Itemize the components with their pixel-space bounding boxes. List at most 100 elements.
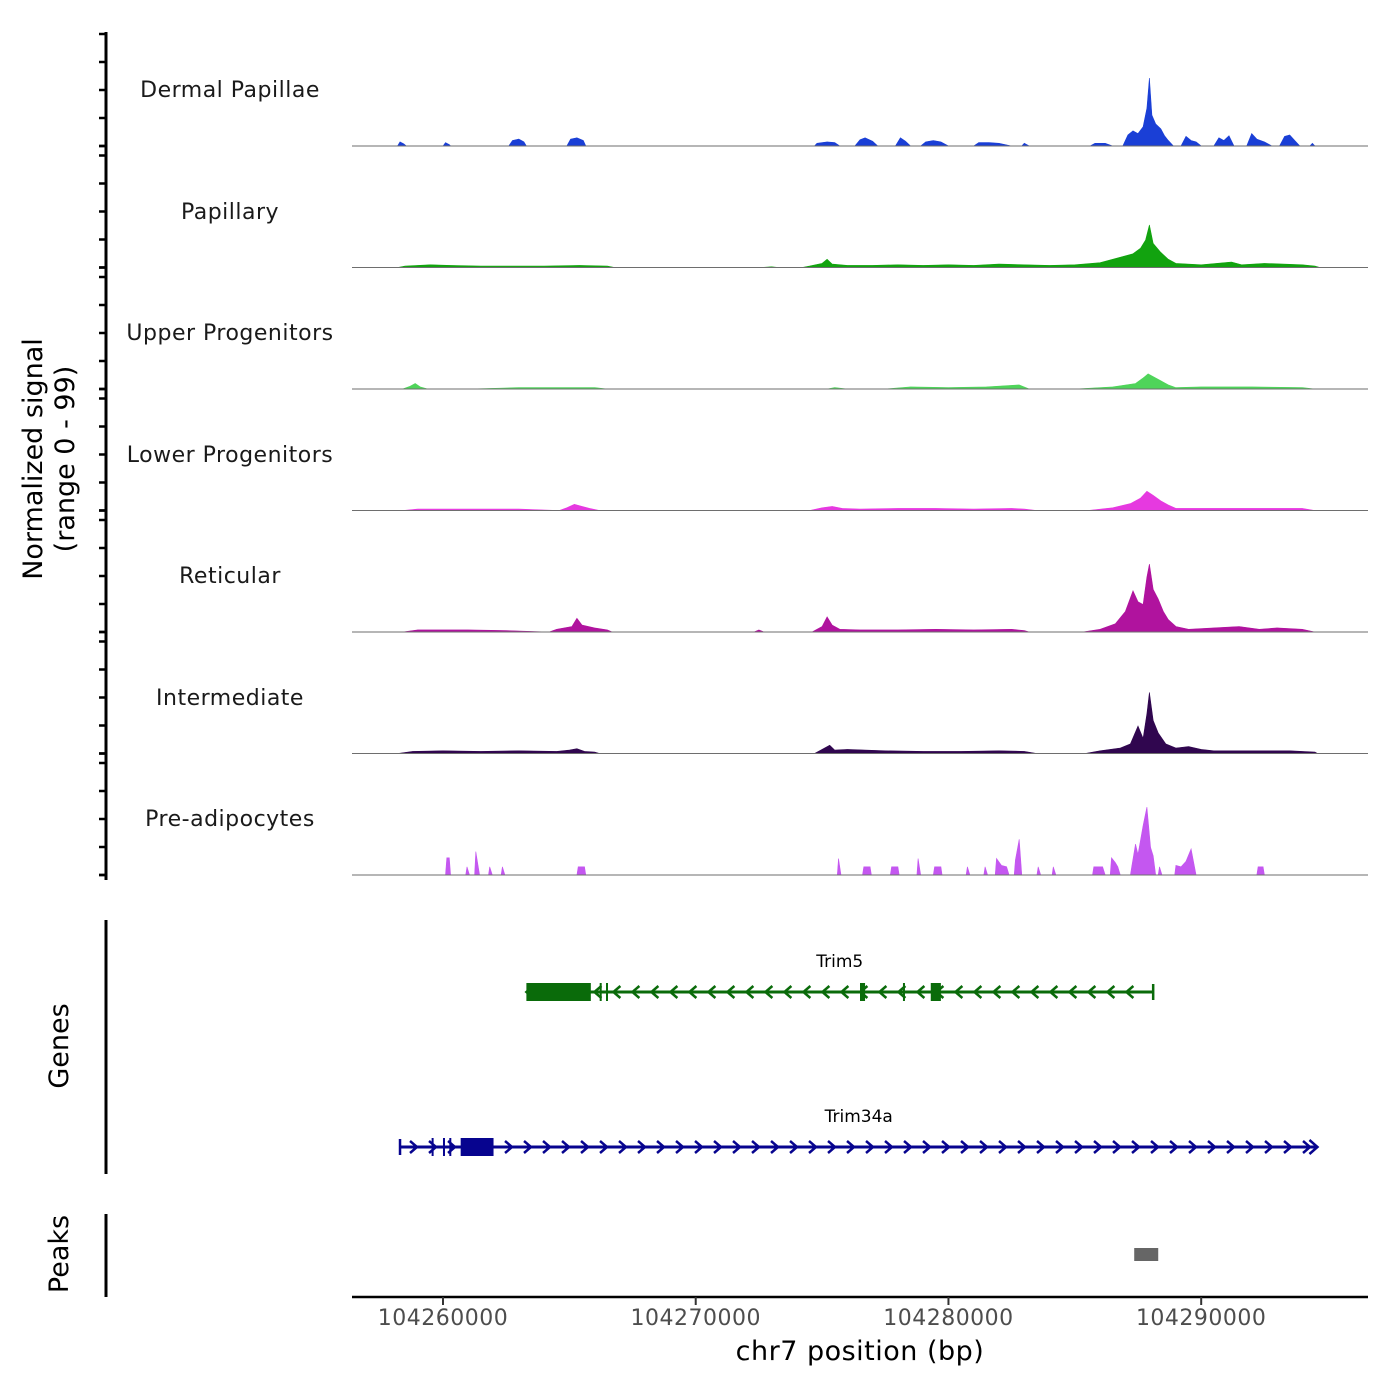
strand-chevron [1112, 1140, 1122, 1154]
strand-chevron [1207, 1140, 1217, 1154]
strand-chevron [1169, 1140, 1179, 1154]
strand-chevron [991, 985, 1002, 999]
strand-chevron [839, 985, 850, 999]
strand-chevron [998, 1140, 1008, 1154]
strand-chevron [1055, 1140, 1065, 1154]
strand-chevron [504, 1140, 514, 1154]
exon-small [442, 1138, 445, 1156]
strand-chevron [1036, 1140, 1046, 1154]
exon-block [930, 983, 941, 1001]
strand-chevron [1245, 1140, 1255, 1154]
strand-chevron [1074, 1140, 1084, 1154]
track-label: Lower Progenitors [126, 442, 334, 468]
strand-chevron [1029, 985, 1040, 999]
strand-chevron [884, 1140, 894, 1154]
exon-small [449, 1138, 452, 1156]
exon-block [860, 983, 866, 1001]
strand-chevron [637, 1140, 647, 1154]
strand-chevron [725, 985, 736, 999]
strand-chevron [801, 985, 812, 999]
strand-chevron [1131, 1140, 1141, 1154]
strand-chevron [941, 1140, 951, 1154]
track-reticular [352, 563, 1368, 633]
strand-chevron [675, 1140, 685, 1154]
track-intermediate [352, 692, 1368, 754]
strand-chevron [694, 1140, 704, 1154]
strand-chevron [1264, 1140, 1274, 1154]
peaks-axis-title: Peaks [44, 1214, 75, 1294]
signal-area [402, 490, 1315, 511]
strand-chevron [953, 985, 964, 999]
x-axis-title: chr7 position (bp) [735, 1336, 985, 1367]
strand-chevron [599, 1140, 609, 1154]
strand-chevron [808, 1140, 818, 1154]
track-label: Pre-adipocytes [145, 807, 315, 832]
track-lower-progenitors [352, 490, 1368, 511]
strand-chevron [972, 985, 983, 999]
strand-chevron [732, 1140, 742, 1154]
strand-chevron [865, 1140, 875, 1154]
strand-chevron [1188, 1140, 1198, 1154]
strand-chevron [523, 1140, 533, 1154]
strand-chevron [877, 985, 888, 999]
strand-chevron [846, 1140, 856, 1154]
strand-chevron [668, 985, 679, 999]
strand-chevron [751, 1140, 761, 1154]
track-label: Reticular [179, 564, 281, 589]
strand-chevron [1093, 1140, 1103, 1154]
y-axis-title: Normalized signal (range 0 - 99) [18, 259, 82, 659]
x-tick-label: 104260000 [377, 1306, 509, 1331]
genes-axis-title: Genes [44, 1003, 75, 1089]
track-dermal-papillae [352, 77, 1368, 147]
x-tick-label: 104290000 [1135, 1306, 1267, 1331]
track-label: Papillary [180, 199, 280, 225]
exon-small [431, 1138, 434, 1156]
strand-chevron [580, 1140, 590, 1154]
strand-chevron [649, 985, 660, 999]
signal-area [397, 692, 1318, 754]
gene-label: Trim5 [816, 952, 864, 972]
exon-block [526, 983, 591, 1001]
exon-small [599, 983, 602, 1001]
strand-chevron [611, 985, 622, 999]
strand-chevron [1086, 985, 1097, 999]
signal-area [396, 77, 1316, 147]
strand-chevron [1048, 985, 1059, 999]
y-axis-title-line1: Normalized signal [18, 338, 49, 580]
strand-chevron [592, 985, 603, 999]
strand-chevron [542, 1140, 552, 1154]
signal-area [402, 563, 1315, 633]
y-axis-title-line2: (range 0 - 99) [50, 365, 81, 553]
strand-chevron [782, 985, 793, 999]
strand-chevron [687, 985, 698, 999]
strand-chevron [922, 1140, 932, 1154]
strand-chevron [827, 1140, 837, 1154]
strand-chevron [979, 1140, 989, 1154]
strand-chevron [1010, 985, 1021, 999]
strand-chevron [820, 985, 831, 999]
exon-small [902, 983, 905, 1001]
track-upper-progenitors [352, 373, 1368, 390]
signal-area [402, 373, 1315, 390]
track-label: Upper Progenitors [126, 321, 334, 346]
strand-chevron [763, 985, 774, 999]
track-papillary [352, 224, 1368, 268]
strand-chevron [1150, 1140, 1160, 1154]
strand-chevron [744, 985, 755, 999]
strand-chevron [713, 1140, 723, 1154]
strand-chevron [618, 1140, 628, 1154]
signal-area [397, 224, 1321, 268]
strand-chevron [789, 1140, 799, 1154]
track-pre-adipocytes [352, 806, 1368, 876]
exon-small [606, 983, 608, 1001]
strand-chevron [1283, 1140, 1293, 1154]
track-label: Intermediate [156, 685, 304, 711]
strand-chevron [561, 1140, 571, 1154]
strand-chevron [656, 1140, 666, 1154]
strand-chevron [903, 1140, 913, 1154]
x-tick-label: 104280000 [883, 1306, 1014, 1331]
track-label: Dermal Papillae [140, 78, 320, 103]
gene-trim5 [524, 983, 1155, 1001]
